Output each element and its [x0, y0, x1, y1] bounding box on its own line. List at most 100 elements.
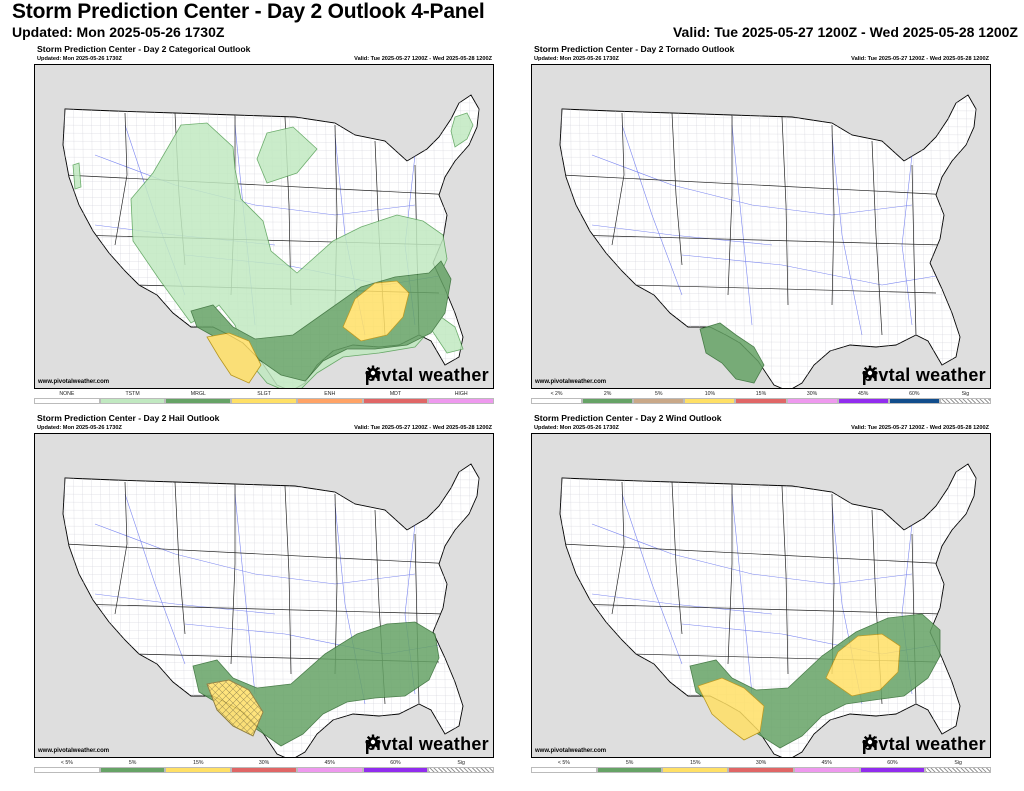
- legend-swatch: [633, 398, 685, 404]
- wind-outlook-map[interactable]: www.pivotalweather.com piv tal weather: [531, 433, 991, 758]
- tornado-outlook-panel: Storm Prediction Center - Day 2 Tornado …: [531, 44, 991, 406]
- legend-swatch: [793, 767, 860, 773]
- legend-item: 30%: [786, 391, 838, 405]
- legend-swatch: [859, 767, 926, 773]
- map-credit: www.pivotalweather.com: [38, 379, 110, 385]
- legend-label: 10%: [704, 391, 716, 397]
- tstm-area-northern-plains: [256, 126, 318, 184]
- legend-label: 15%: [755, 391, 767, 397]
- wind-15pct-area-southeast: [825, 633, 901, 697]
- gear-logo-icon: [862, 365, 878, 381]
- risk-overlay: [689, 613, 941, 749]
- legend-item: NONE: [34, 391, 100, 405]
- tornado-outlook-map[interactable]: www.pivotalweather.com piv tal weather: [531, 64, 991, 389]
- legend-label: MDT: [389, 391, 402, 397]
- legend-item: 2%: [582, 391, 634, 405]
- legend-item: 45%: [837, 391, 889, 405]
- legend-label: 5%: [625, 760, 634, 766]
- panel-valid: Valid: Tue 2025-05-27 1200Z - Wed 2025-0…: [354, 425, 492, 431]
- legend-item: < 2%: [531, 391, 583, 405]
- legend-item: 60%: [859, 760, 926, 774]
- legend-label: 15%: [690, 760, 701, 766]
- legend-label: 60%: [390, 760, 401, 766]
- panel-title: Storm Prediction Center - Day 2 Tornado …: [534, 44, 735, 54]
- legend-label: 5%: [128, 760, 137, 766]
- legend: < 5% 5% 15% 30% 45% 60% Sig: [34, 760, 495, 774]
- legend-label: 2%: [603, 391, 612, 397]
- legend-label: 30%: [755, 760, 767, 766]
- gear-logo-icon: [862, 734, 878, 750]
- legend-swatch: [34, 767, 100, 773]
- legend-swatch: [428, 767, 495, 773]
- legend-item: Sig: [428, 760, 495, 774]
- hail-outlook-panel: Storm Prediction Center - Day 2 Hail Out…: [34, 413, 495, 775]
- map-credit: www.pivotalweather.com: [535, 379, 607, 385]
- hail-outlook-map[interactable]: www.pivotalweather.com piv tal weather: [34, 433, 494, 758]
- panel-valid: Valid: Tue 2025-05-27 1200Z - Wed 2025-0…: [851, 425, 989, 431]
- slgt-area-texas: [206, 332, 262, 384]
- legend-swatch: [662, 767, 729, 773]
- legend-item: 45%: [296, 760, 363, 774]
- legend-swatch: [34, 398, 100, 404]
- legend-label: < 5%: [60, 760, 73, 766]
- categorical-outlook-map[interactable]: www.pivotalweather.com piv tal weather: [34, 64, 494, 389]
- legend-item: < 5%: [34, 760, 100, 774]
- panel-title: Storm Prediction Center - Day 2 Wind Out…: [534, 413, 722, 423]
- legend-label: SLGT: [257, 391, 271, 397]
- legend-swatch: [296, 398, 363, 404]
- legend-item: ENH: [296, 391, 363, 405]
- tstm-area-northeast: [450, 112, 474, 148]
- pivotal-weather-logo: piv tal weather: [861, 734, 986, 754]
- legend-label: 45%: [324, 760, 335, 766]
- legend-label: < 2%: [550, 391, 563, 397]
- legend-label: 45%: [821, 760, 832, 766]
- legend-swatch: [165, 767, 232, 773]
- map-credit: www.pivotalweather.com: [38, 748, 110, 754]
- panel-updated: Updated: Mon 2025-05-26 1730Z: [534, 56, 619, 62]
- slgt-area-southeast: [342, 280, 410, 342]
- panel-valid: Valid: Tue 2025-05-27 1200Z - Wed 2025-0…: [851, 56, 989, 62]
- pivotal-weather-logo: piv tal weather: [364, 365, 489, 385]
- gear-logo-icon: [365, 365, 381, 381]
- legend-swatch: [582, 398, 634, 404]
- legend-swatch: [735, 398, 787, 404]
- legend-label: Sig: [961, 391, 970, 397]
- updated-time: Updated: Mon 2025-05-26 1730Z: [12, 24, 225, 40]
- legend-item: 45%: [793, 760, 860, 774]
- legend-label: 30%: [258, 760, 270, 766]
- legend-item: 5%: [596, 760, 663, 774]
- panel-updated: Updated: Mon 2025-05-26 1730Z: [37, 56, 122, 62]
- legend-swatch: [362, 398, 429, 404]
- legend-item: TSTM: [99, 391, 166, 405]
- legend-label: 60%: [887, 760, 898, 766]
- legend-item: 15%: [165, 760, 232, 774]
- risk-overlay: [192, 621, 440, 747]
- legend-label: HIGH: [454, 391, 468, 397]
- legend-label: 5%: [655, 391, 663, 397]
- legend-item: 15%: [662, 760, 729, 774]
- legend-item: 15%: [735, 391, 787, 405]
- legend-label: NONE: [59, 391, 75, 397]
- legend-swatch: [428, 398, 495, 404]
- wind-outlook-panel: Storm Prediction Center - Day 2 Wind Out…: [531, 413, 992, 775]
- legend-item: MRGL: [165, 391, 232, 405]
- legend-label: TSTM: [125, 391, 140, 397]
- us-landmass: [559, 94, 977, 388]
- valid-period: Valid: Tue 2025-05-27 1200Z - Wed 2025-0…: [672, 24, 1018, 40]
- risk-overlay: [72, 112, 474, 388]
- wind-15pct-area-texas: [697, 677, 765, 741]
- pivotal-weather-logo: piv tal weather: [861, 365, 986, 385]
- legend-label: 45%: [858, 391, 869, 397]
- legend-item: 30%: [231, 760, 297, 774]
- tstm-area-west-coast: [72, 162, 82, 190]
- legend-item: 5%: [633, 391, 685, 405]
- panel-valid: Valid: Tue 2025-05-27 1200Z - Wed 2025-0…: [354, 56, 492, 62]
- legend-item: 60%: [888, 391, 940, 405]
- legend-swatch: [925, 767, 992, 773]
- legend-swatch: [362, 767, 429, 773]
- legend-item: HIGH: [428, 391, 495, 405]
- legend-item: MDT: [362, 391, 429, 405]
- legend-swatch: [165, 398, 232, 404]
- legend-label: Sig: [457, 760, 465, 766]
- legend-swatch: [531, 398, 583, 404]
